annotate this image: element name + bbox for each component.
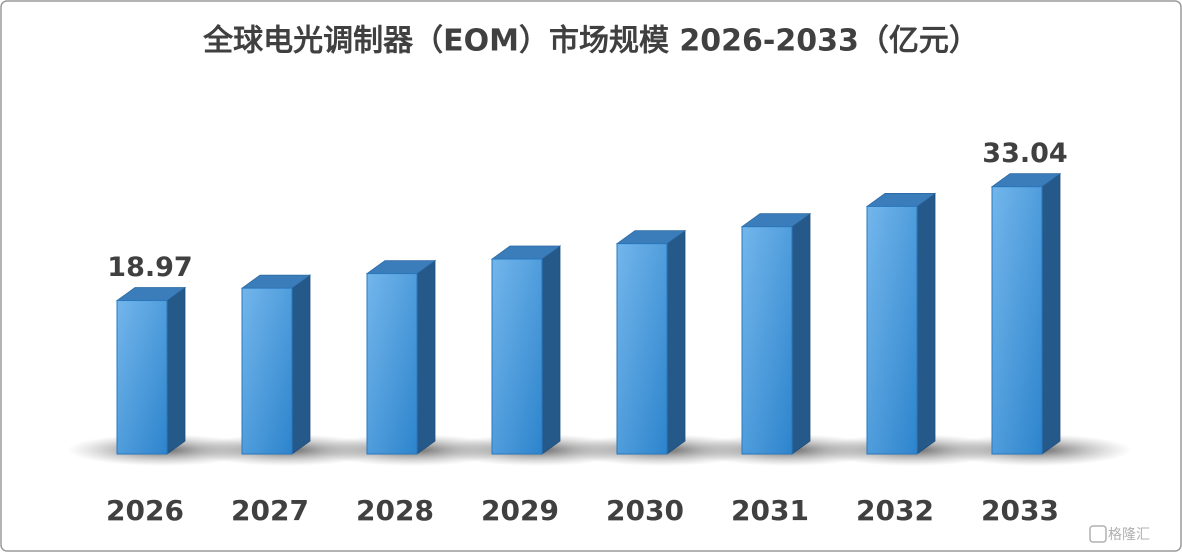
x-tick-label: 2032 (856, 494, 934, 527)
x-tick-label: 2027 (231, 494, 309, 527)
bar-side (916, 192, 936, 455)
bar-side (666, 229, 686, 455)
x-tick-label: 2029 (481, 494, 559, 527)
bar (866, 205, 918, 455)
bar (491, 258, 543, 455)
x-tick-label: 2030 (606, 494, 684, 527)
bar-side (291, 274, 311, 455)
bar-side (166, 286, 186, 455)
x-tick-label: 2026 (106, 494, 184, 527)
value-label: 18.97 (107, 252, 192, 283)
x-tick-label: 2033 (981, 494, 1059, 527)
watermark: 格隆汇 (1108, 527, 1150, 543)
bar (616, 243, 668, 455)
bar (991, 186, 1043, 455)
bar (241, 287, 293, 455)
x-tick-label: 2031 (731, 494, 809, 527)
bar-side (1041, 172, 1061, 455)
watermark-icon (1089, 525, 1107, 543)
chart-title: 全球电光调制器（EOM）市场规模 2026-2033（亿元） (202, 24, 979, 59)
bar (366, 273, 418, 455)
bar-side (541, 245, 561, 455)
bar (116, 300, 168, 455)
bar-side (791, 212, 811, 455)
bar (741, 226, 793, 455)
bar-side (416, 259, 436, 455)
value-label: 33.04 (982, 138, 1067, 169)
x-tick-label: 2028 (356, 494, 434, 527)
